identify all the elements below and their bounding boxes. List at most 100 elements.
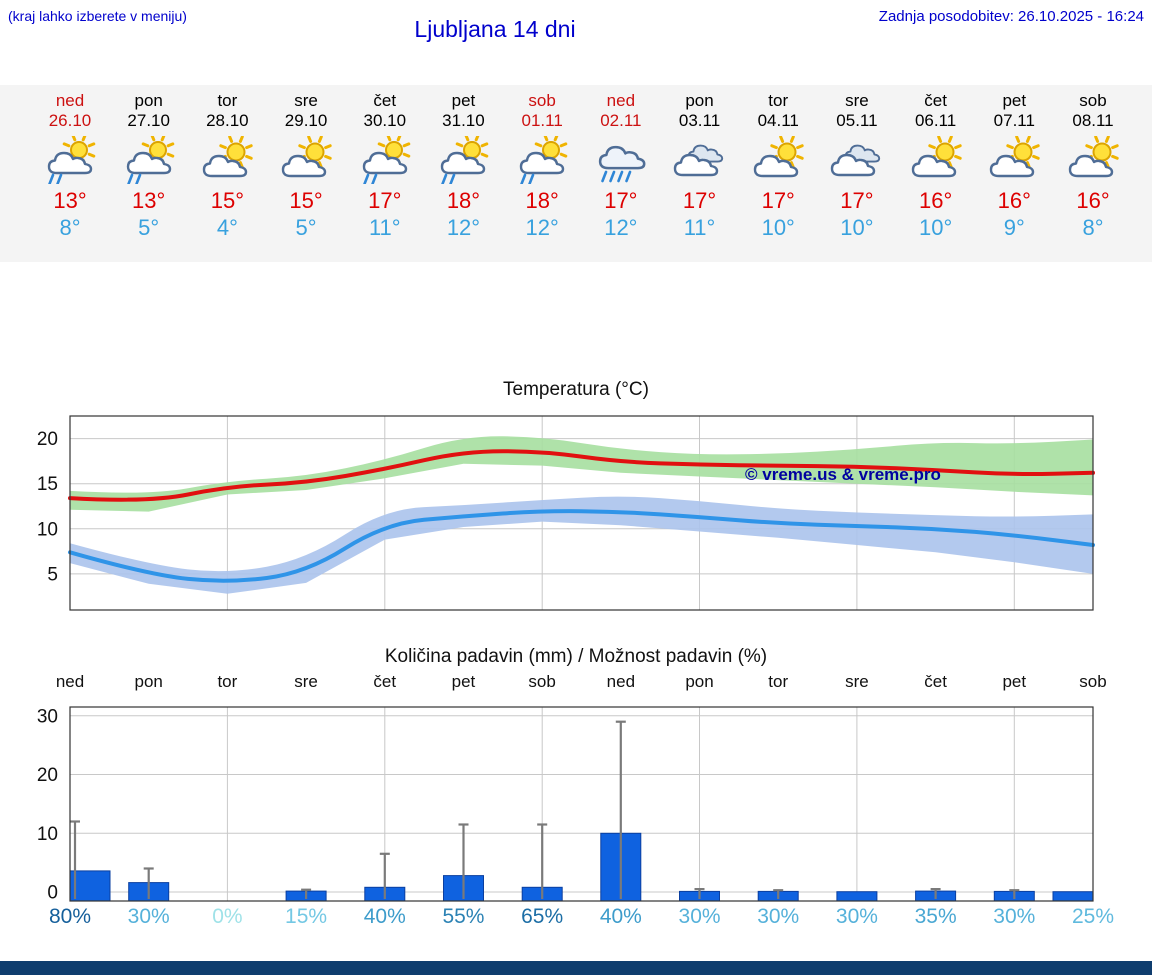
sun-cloud-rain-icon [424,133,503,187]
precip-probability: 30% [127,905,170,928]
precipitation-chart: 0 10 20 30 [0,701,1152,906]
forecast-day-05.11[interactable]: sre 05.11 17° 10° [817,89,896,242]
forecast-day-26.10[interactable]: ned 26.10 13° 8° [31,89,110,242]
day-name: čet [373,91,397,110]
day-name: čet [924,91,947,110]
precip-y-tick: 10 [37,824,58,845]
day-name: sre [294,91,318,110]
min-temperature: 11° [683,215,716,240]
precip-day-label: čet [924,672,947,691]
sun-cloud-icon [896,133,975,187]
max-temperature: 17° [761,188,795,213]
precip-probability: 40% [363,905,406,928]
precip-day-label: pon [685,672,714,691]
forecast-day-07.11[interactable]: pet 07.11 16° 9° [975,89,1054,242]
day-date: 29.10 [284,111,328,130]
temp-y-tick: 15 [37,474,58,495]
forecast-day-03.11[interactable]: pon 03.11 17° 11° [660,89,739,242]
precip-probability: 80% [48,905,92,928]
precip-day-label: sre [294,672,318,691]
sun-cloud-icon [188,133,267,187]
precip-day-label: ned [55,672,85,691]
min-temperature: 4° [216,215,238,240]
sun-cloud-icon [1054,133,1133,187]
precip-probability: 25% [1071,905,1115,928]
location-menu-hint: (kraj lahko izberete v meniju) [8,8,187,24]
footer-bar [0,961,1152,975]
precip-probability-labels: 80% 30% 0% 15% 40% 55% 65% 40% 30% 30% 30% 35% 30% 25… [0,905,1152,931]
min-temperature: 8° [1082,215,1104,240]
min-temperature-band [70,496,1093,594]
forecast-day-01.11[interactable]: sob 01.11 18° 12° [503,89,582,242]
precip-probability: 30% [835,905,878,928]
cloudy-icon [817,133,896,187]
min-temperature: 9° [1003,215,1025,240]
min-temperature: 12° [604,215,638,240]
sun-cloud-rain-icon [31,133,110,187]
day-date: 08.11 [1072,111,1114,130]
min-temperature: 10° [840,215,874,240]
page-title: Ljubljana 14 dni [414,16,576,42]
day-name: sob [528,91,556,110]
day-date: 05.11 [836,111,878,130]
precip-probability: 30% [757,905,800,928]
day-name: pet [451,91,476,110]
day-name: tor [217,91,238,110]
min-temperature: 5° [138,215,160,240]
forecast-day-29.10[interactable]: sre 29.10 15° 5° [267,89,346,242]
forecast-day-28.10[interactable]: tor 28.10 15° 4° [188,89,267,242]
day-date: 03.11 [678,111,721,130]
max-temperature: 17° [840,188,874,213]
last-update-text: Zadnja posodobitev: 26.10.2025 - 16:24 [878,8,1144,25]
sun-cloud-rain-icon [109,133,188,187]
min-temperature: 5° [295,215,317,240]
temp-y-tick: 5 [47,564,58,585]
max-temperature: 16° [1076,188,1110,213]
day-date: 31.10 [442,111,485,130]
sun-cloud-rain-icon [345,133,424,187]
day-date: 04.11 [757,111,799,130]
max-temperature: 13° [53,188,87,213]
precip-probability: 0% [212,905,243,928]
day-date: 27.10 [127,111,170,130]
day-date: 30.10 [363,111,407,130]
min-temperature: 11° [368,215,401,240]
max-temperature: 13° [132,188,166,213]
precip-day-label: tor [217,672,238,691]
sun-cloud-icon [267,133,346,187]
temp-y-tick: 20 [37,429,58,450]
precip-probability: 55% [442,905,485,928]
day-name: tor [768,91,789,110]
forecast-day-27.10[interactable]: pon 27.10 13° 5° [109,89,188,242]
precip-y-tick: 0 [47,883,58,904]
sun-cloud-rain-icon [503,133,582,187]
min-temperature: 12° [525,215,559,240]
sun-cloud-icon [739,133,818,187]
day-date: 26.10 [48,111,92,130]
min-temperature: 10° [761,215,795,240]
max-temperature-band [70,436,1093,512]
max-temperature: 15° [289,188,323,213]
forecast-day-02.11[interactable]: ned 02.11 17° 12° [581,89,660,242]
precip-day-label: čet [373,672,397,691]
day-date: 06.11 [914,111,957,130]
precip-probability: 40% [599,905,642,928]
max-temperature: 18° [446,188,481,213]
max-temperature: 17° [682,188,717,213]
forecast-day-08.11[interactable]: sob 08.11 16° 8° [1054,89,1133,242]
day-date: 07.11 [993,111,1035,130]
forecast-day-04.11[interactable]: tor 04.11 17° 10° [739,89,818,242]
forecast-day-31.10[interactable]: pet 31.10 18° 12° [424,89,503,242]
max-temperature: 18° [525,188,559,213]
forecast-day-06.11[interactable]: čet 06.11 16° 10° [896,89,975,242]
forecast-strip: ned 26.10 13° 8° pon 27.10 13° 5° tor 28.10 15° 4° s… [0,85,1152,262]
sun-cloud-icon [975,133,1054,187]
day-name: pon [134,91,163,110]
forecast-day-30.10[interactable]: čet 30.10 17° 11° [345,89,424,242]
watermark-link[interactable]: © vreme.us & vreme.pro [745,465,941,484]
temperature-chart: 5 10 15 20 © vreme.us & vreme.pro [0,410,1152,615]
day-date: 01.11 [521,111,563,130]
precipitation-chart-title: Količina padavin (mm) / Možnost padavin … [384,646,768,667]
precip-day-labels: ned pon tor sre čet pet sob ned pon tor sre čet pet s… [0,672,1152,694]
precip-y-tick: 20 [37,765,58,786]
